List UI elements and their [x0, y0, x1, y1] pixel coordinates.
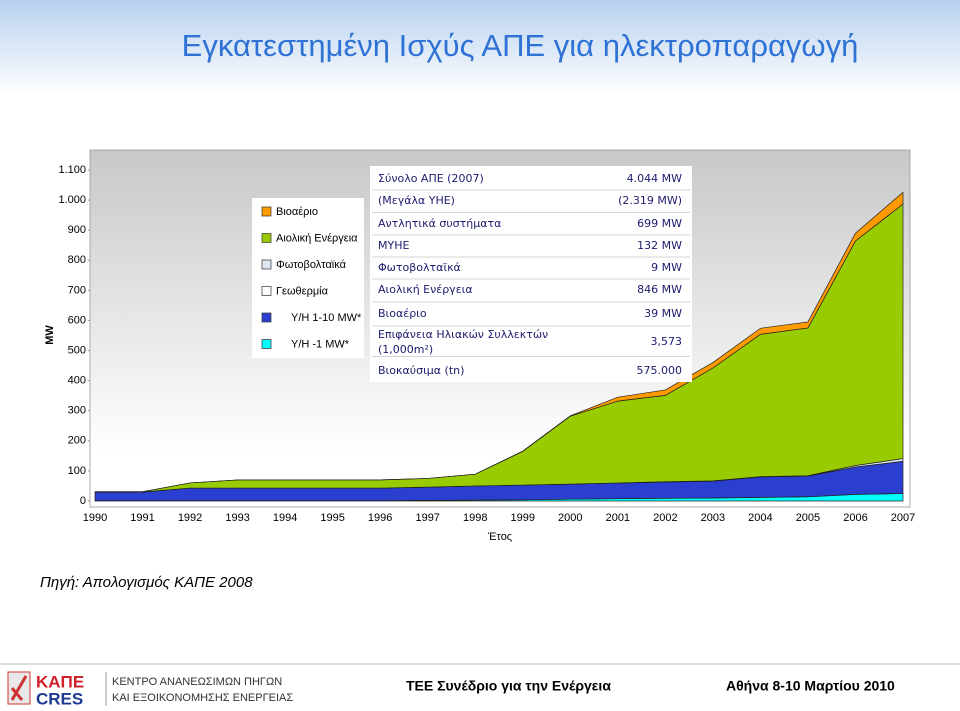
- legend-swatch: [261, 206, 272, 217]
- x-tick-label: 1995: [320, 512, 344, 524]
- y-tick-label: 900: [68, 224, 86, 236]
- table-value: 846 MW: [637, 283, 682, 296]
- y-tick-label: 0: [80, 495, 86, 507]
- y-tick-label: 100: [68, 465, 86, 477]
- table-value: 9 MW: [651, 261, 682, 274]
- x-tick-label: 1997: [415, 512, 439, 524]
- table-label: Επιφάνεια Ηλιακών Συλλεκτών (1,000m²): [378, 328, 548, 356]
- legend-box: [252, 198, 364, 358]
- legend-swatch: [261, 312, 272, 323]
- y-tick-label: 700: [68, 284, 86, 296]
- table-label: Αντλητικά συστήματα: [378, 217, 501, 230]
- legend-swatch: [261, 233, 272, 243]
- x-axis-label: Έτος: [487, 531, 512, 543]
- event-date: Αθήνα 8-10 Μαρτίου 2010: [726, 678, 895, 694]
- table-label: Σύνολο ΑΠΕ (2007): [378, 172, 484, 185]
- x-tick-label: 2001: [606, 512, 630, 524]
- table-value: 132 MW: [637, 239, 682, 252]
- y-tick-label: 1.100: [58, 164, 86, 176]
- title-band: [0, 0, 960, 95]
- y-tick-label: 200: [68, 435, 86, 447]
- y-tick-label: 600: [68, 314, 86, 326]
- x-tick-label: 2006: [843, 512, 867, 524]
- source-note: Πηγή: Απολογισμός ΚΑΠΕ 2008: [40, 574, 253, 591]
- x-tick-label: 1993: [225, 512, 249, 524]
- x-tick-label: 1990: [83, 512, 107, 524]
- legend-label: Φωτοβολταϊκά: [276, 259, 347, 271]
- table-label: ΜΥΗΕ: [378, 239, 409, 252]
- legend-label: Υ/Η -1 MW*: [291, 338, 350, 350]
- x-tick-label: 2003: [701, 512, 725, 524]
- x-tick-label: 2000: [558, 512, 582, 524]
- x-tick-label: 1999: [511, 512, 535, 524]
- areas: [94, 191, 904, 502]
- logo-top: ΚΑΠΕ: [36, 672, 84, 691]
- x-tick-label: 1996: [368, 512, 392, 524]
- legend-swatch: [261, 259, 272, 270]
- org-line: ΚΕΝΤΡΟ ΑΝΑΝΕΩΣΙΜΩΝ ΠΗΓΩΝ: [112, 676, 282, 688]
- logo-bottom: CRES: [36, 689, 83, 708]
- legend-label: Αιολική Ενέργεια: [276, 232, 358, 244]
- event-name: ΤΕΕ Συνέδριο για την Ενέργεια: [406, 678, 611, 694]
- table-value: 575.000: [637, 364, 683, 377]
- area: [95, 191, 904, 493]
- table-label: Βιοκαύσιμα (tn): [378, 364, 464, 377]
- table-box: [370, 166, 692, 382]
- legend-swatch: [261, 286, 272, 296]
- table-label: (Μεγάλα ΥΗΕ): [378, 194, 455, 207]
- x-tick-label: 1992: [178, 512, 202, 524]
- x-tick-label: 1998: [463, 512, 487, 524]
- table-label: Βιοαέριο: [378, 307, 427, 320]
- table-label-line: (1,000m²): [378, 343, 433, 356]
- legend-label: Υ/Η 1-10 MW*: [291, 312, 362, 324]
- x-tick-label: 2005: [796, 512, 820, 524]
- logo-mark: [10, 675, 28, 701]
- summary-table: Σύνολο ΑΠΕ (2007) 4.044 MW (Μεγάλα ΥΗΕ) (2.…: [370, 166, 692, 382]
- y-tick-label: 300: [68, 405, 86, 417]
- legend-label: Βιοαέριο: [276, 206, 318, 218]
- y-tick-label: 800: [68, 254, 86, 266]
- x-tick-label: 2004: [748, 512, 772, 524]
- table-value: 3,573: [651, 335, 683, 348]
- y-tick-label: 500: [68, 344, 86, 356]
- x-tick-label: 1991: [130, 512, 154, 524]
- table-label-line: Επιφάνεια Ηλιακών Συλλεκτών: [378, 328, 548, 341]
- legend-label: Γεωθερμία: [276, 285, 329, 297]
- y-tick-label: 1.000: [58, 194, 86, 206]
- y-axis-label: MW: [44, 325, 56, 345]
- slide-title: Εγκατεστημένη Ισχύς ΑΠΕ για ηλεκτροπαραγ…: [182, 28, 859, 63]
- x-tick-label: 1994: [273, 512, 297, 524]
- legend-swatch: [261, 339, 272, 349]
- table-value: 699 MW: [637, 217, 682, 230]
- x-tick-label: 2002: [653, 512, 677, 524]
- legend: Βιοαέριο Αιολική Ενέργεια Φωτοβολταϊκά Γεωθ…: [252, 198, 364, 358]
- table-value: 4.044 MW: [627, 172, 682, 185]
- table-value: (2.319 MW): [618, 194, 682, 207]
- table-label: Αιολική Ενέργεια: [378, 283, 473, 296]
- org-line: ΚΑΙ ΕΞΟΙΚΟΝΟΜΗΣΗΣ ΕΝΕΡΓΕΙΑΣ: [112, 692, 293, 704]
- table-value: 39 MW: [644, 307, 682, 320]
- x-tick-label: 2007: [891, 512, 915, 524]
- table-label: Φωτοβολταϊκά: [378, 261, 461, 274]
- logo: ΚΑΠΕ CRES ΚΕΝΤΡΟ ΑΝΑΝΕΩΣΙΜΩΝ ΠΗΓΩΝ ΚΑΙ Ε…: [7, 671, 293, 708]
- y-tick-label: 400: [68, 375, 86, 387]
